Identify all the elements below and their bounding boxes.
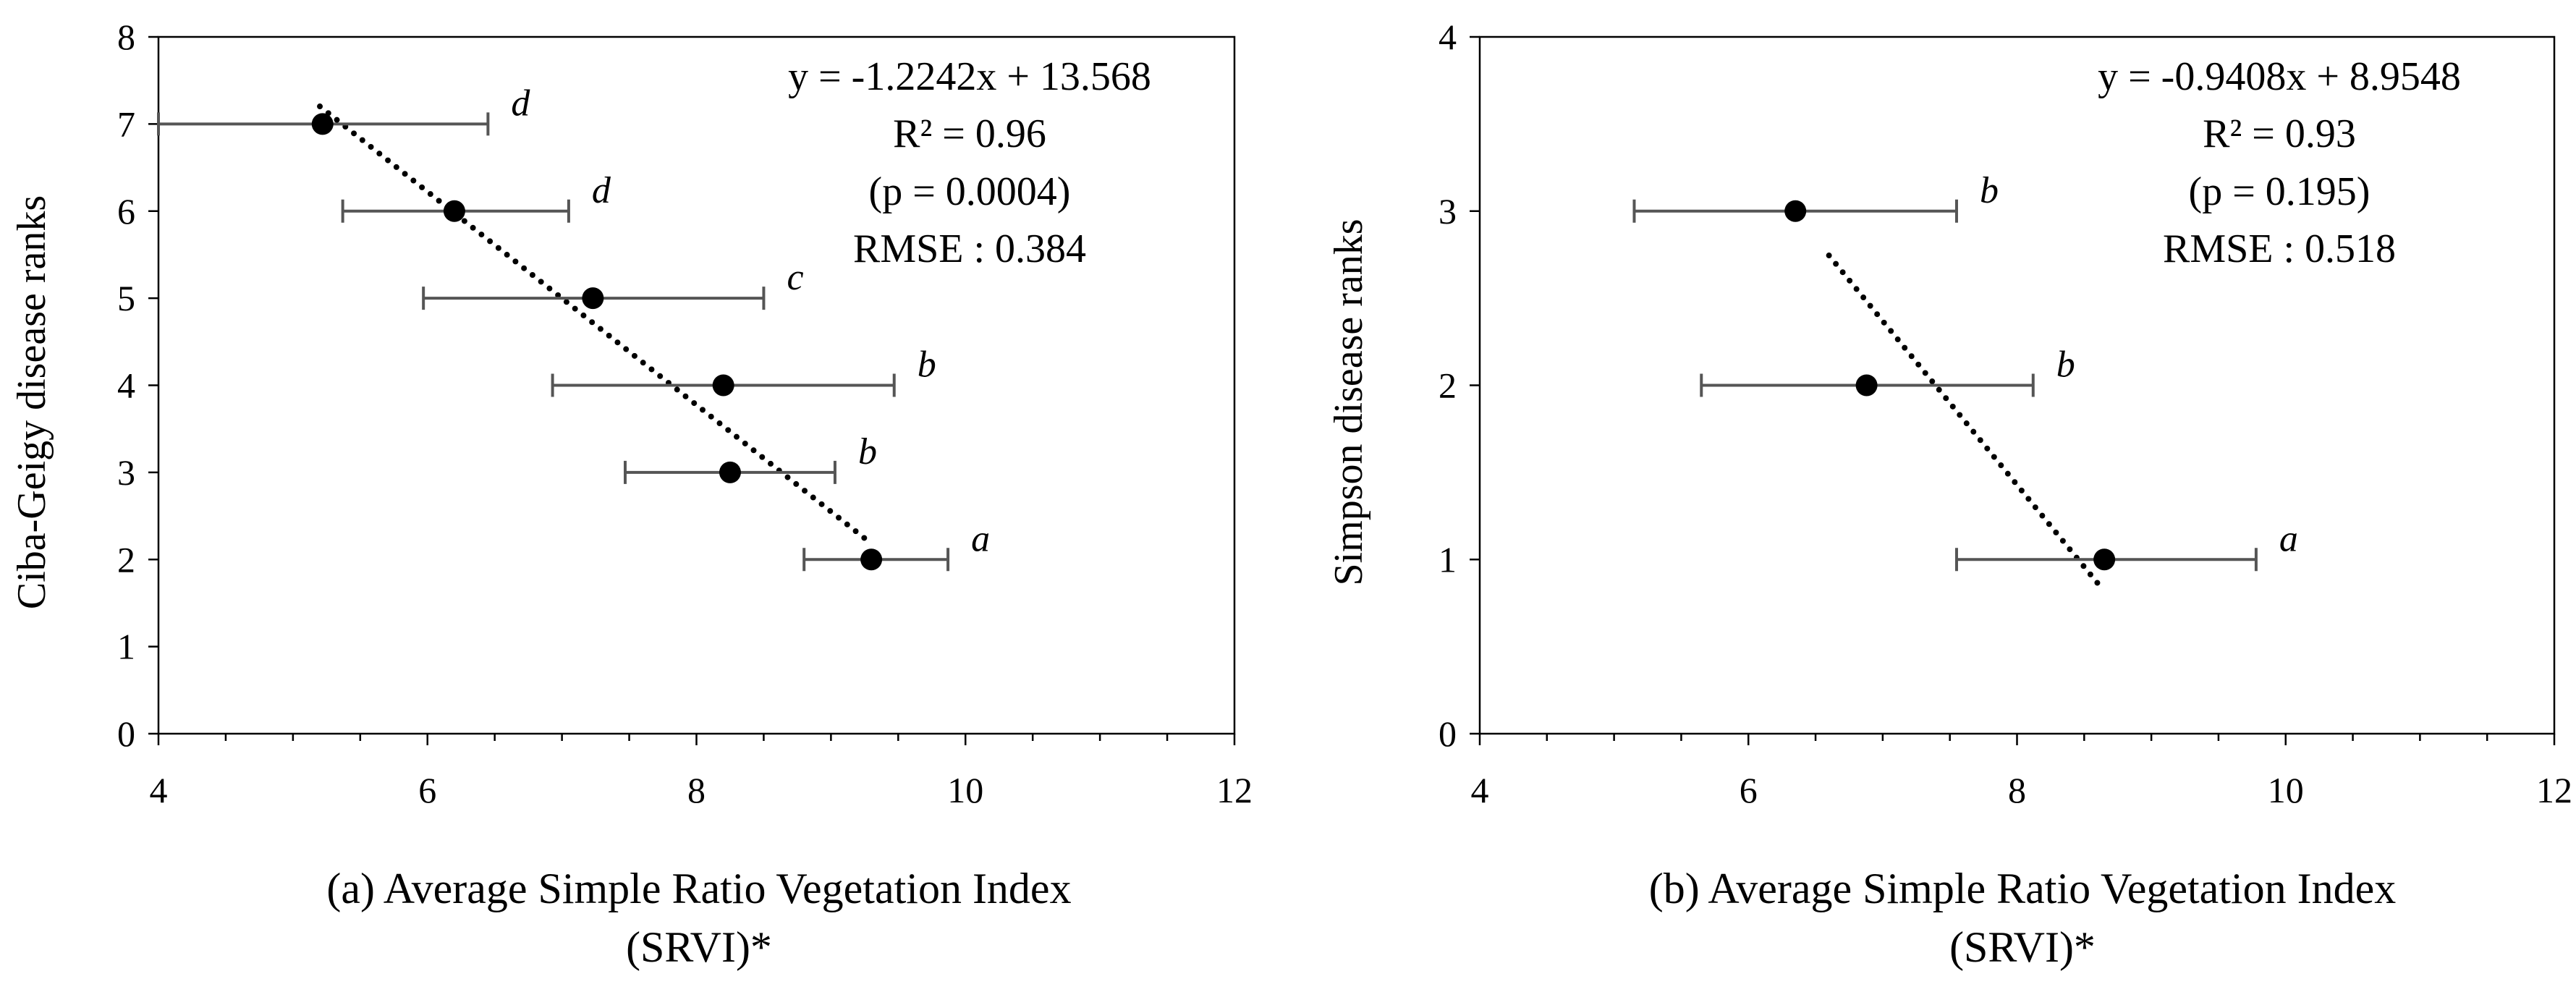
chart-panel-b: Simpson disease ranks (b) Average Simple…	[1326, 17, 2572, 971]
chart-caption-b-line-1: (b) Average Simple Ratio Vegetation Inde…	[1649, 865, 2397, 912]
chart-panel-a: Ciba-Geigy disease ranks (a) Average Sim…	[9, 17, 1253, 971]
y-tick-label-a-0: 0	[117, 713, 135, 754]
y-tick-label-b-3: 3	[1439, 191, 1457, 232]
significance-letter-b-0: b	[1980, 170, 1999, 211]
significance-letter-a-0: d	[511, 82, 530, 124]
trendline-equation-b: y = -0.9408x + 8.9548	[2098, 54, 2461, 99]
rmse-b: RMSE : 0.518	[2163, 226, 2396, 271]
x-tick-label-a-4: 4	[150, 770, 168, 810]
y-tick-label-b-0: 0	[1439, 713, 1457, 754]
x-tick-label-b-12: 12	[2536, 770, 2572, 810]
chart-caption-a-line-2: (SRVI)*	[626, 923, 772, 971]
y-tick-label-a-3: 3	[117, 452, 135, 493]
x-tick-label-a-6: 6	[418, 770, 436, 810]
data-point-b-1	[1855, 374, 1878, 397]
y-tick-label-a-2: 2	[117, 539, 135, 580]
trendline-a	[317, 103, 875, 547]
trendline-equation-a: y = -1.2242x + 13.568	[788, 54, 1151, 99]
y-axis-title-a: Ciba-Geigy disease ranks	[9, 195, 54, 609]
significance-letter-a-1: d	[592, 170, 611, 211]
x-tick-label-b-8: 8	[2008, 770, 2026, 810]
significance-letter-b-1: b	[2056, 344, 2075, 386]
y-tick-label-a-7: 7	[117, 103, 135, 144]
chart-caption-a-line-1: (a) Average Simple Ratio Vegetation Inde…	[326, 865, 1071, 912]
x-tick-label-b-4: 4	[1471, 770, 1489, 810]
y-tick-label-a-1: 1	[117, 627, 135, 667]
data-point-a-5	[860, 548, 883, 571]
p-value-a: (p = 0.0004)	[869, 169, 1071, 214]
y-tick-label-b-4: 4	[1439, 17, 1457, 57]
x-tick-label-a-12: 12	[1216, 770, 1253, 810]
data-point-b-2	[2093, 548, 2116, 571]
x-tick-label-b-6: 6	[1740, 770, 1758, 810]
data-point-a-1	[443, 200, 465, 222]
y-tick-label-a-4: 4	[117, 365, 135, 406]
trendline-b	[1826, 253, 2101, 587]
y-tick-label-a-5: 5	[117, 278, 135, 318]
y-tick-label-a-6: 6	[117, 191, 135, 232]
x-tick-label-b-10: 10	[2268, 770, 2304, 810]
significance-letter-b-2: a	[2279, 518, 2298, 559]
data-point-b-0	[1784, 200, 1807, 222]
y-axis-title-b: Simpson disease ranks	[1326, 219, 1371, 585]
rmse-a: RMSE : 0.384	[853, 226, 1086, 271]
data-point-a-0	[311, 113, 334, 135]
r-squared-a: R² = 0.96	[893, 111, 1046, 156]
p-value-b: (p = 0.195)	[2189, 169, 2370, 214]
y-tick-label-b-1: 1	[1439, 539, 1457, 580]
data-point-a-2	[582, 287, 604, 310]
y-tick-label-b-2: 2	[1439, 365, 1457, 406]
chart-caption-b-line-2: (SRVI)*	[1949, 923, 2096, 971]
y-tick-label-a-8: 8	[117, 17, 135, 57]
data-point-a-3	[712, 374, 734, 397]
data-point-a-4	[719, 461, 741, 483]
significance-letter-a-3: b	[918, 344, 936, 386]
significance-letter-a-2: c	[787, 257, 803, 298]
significance-letter-a-4: b	[858, 431, 877, 472]
significance-letter-a-5: a	[971, 518, 990, 559]
x-tick-label-a-10: 10	[947, 770, 983, 810]
r-squared-b: R² = 0.93	[2203, 111, 2356, 156]
x-tick-label-a-8: 8	[687, 770, 706, 810]
